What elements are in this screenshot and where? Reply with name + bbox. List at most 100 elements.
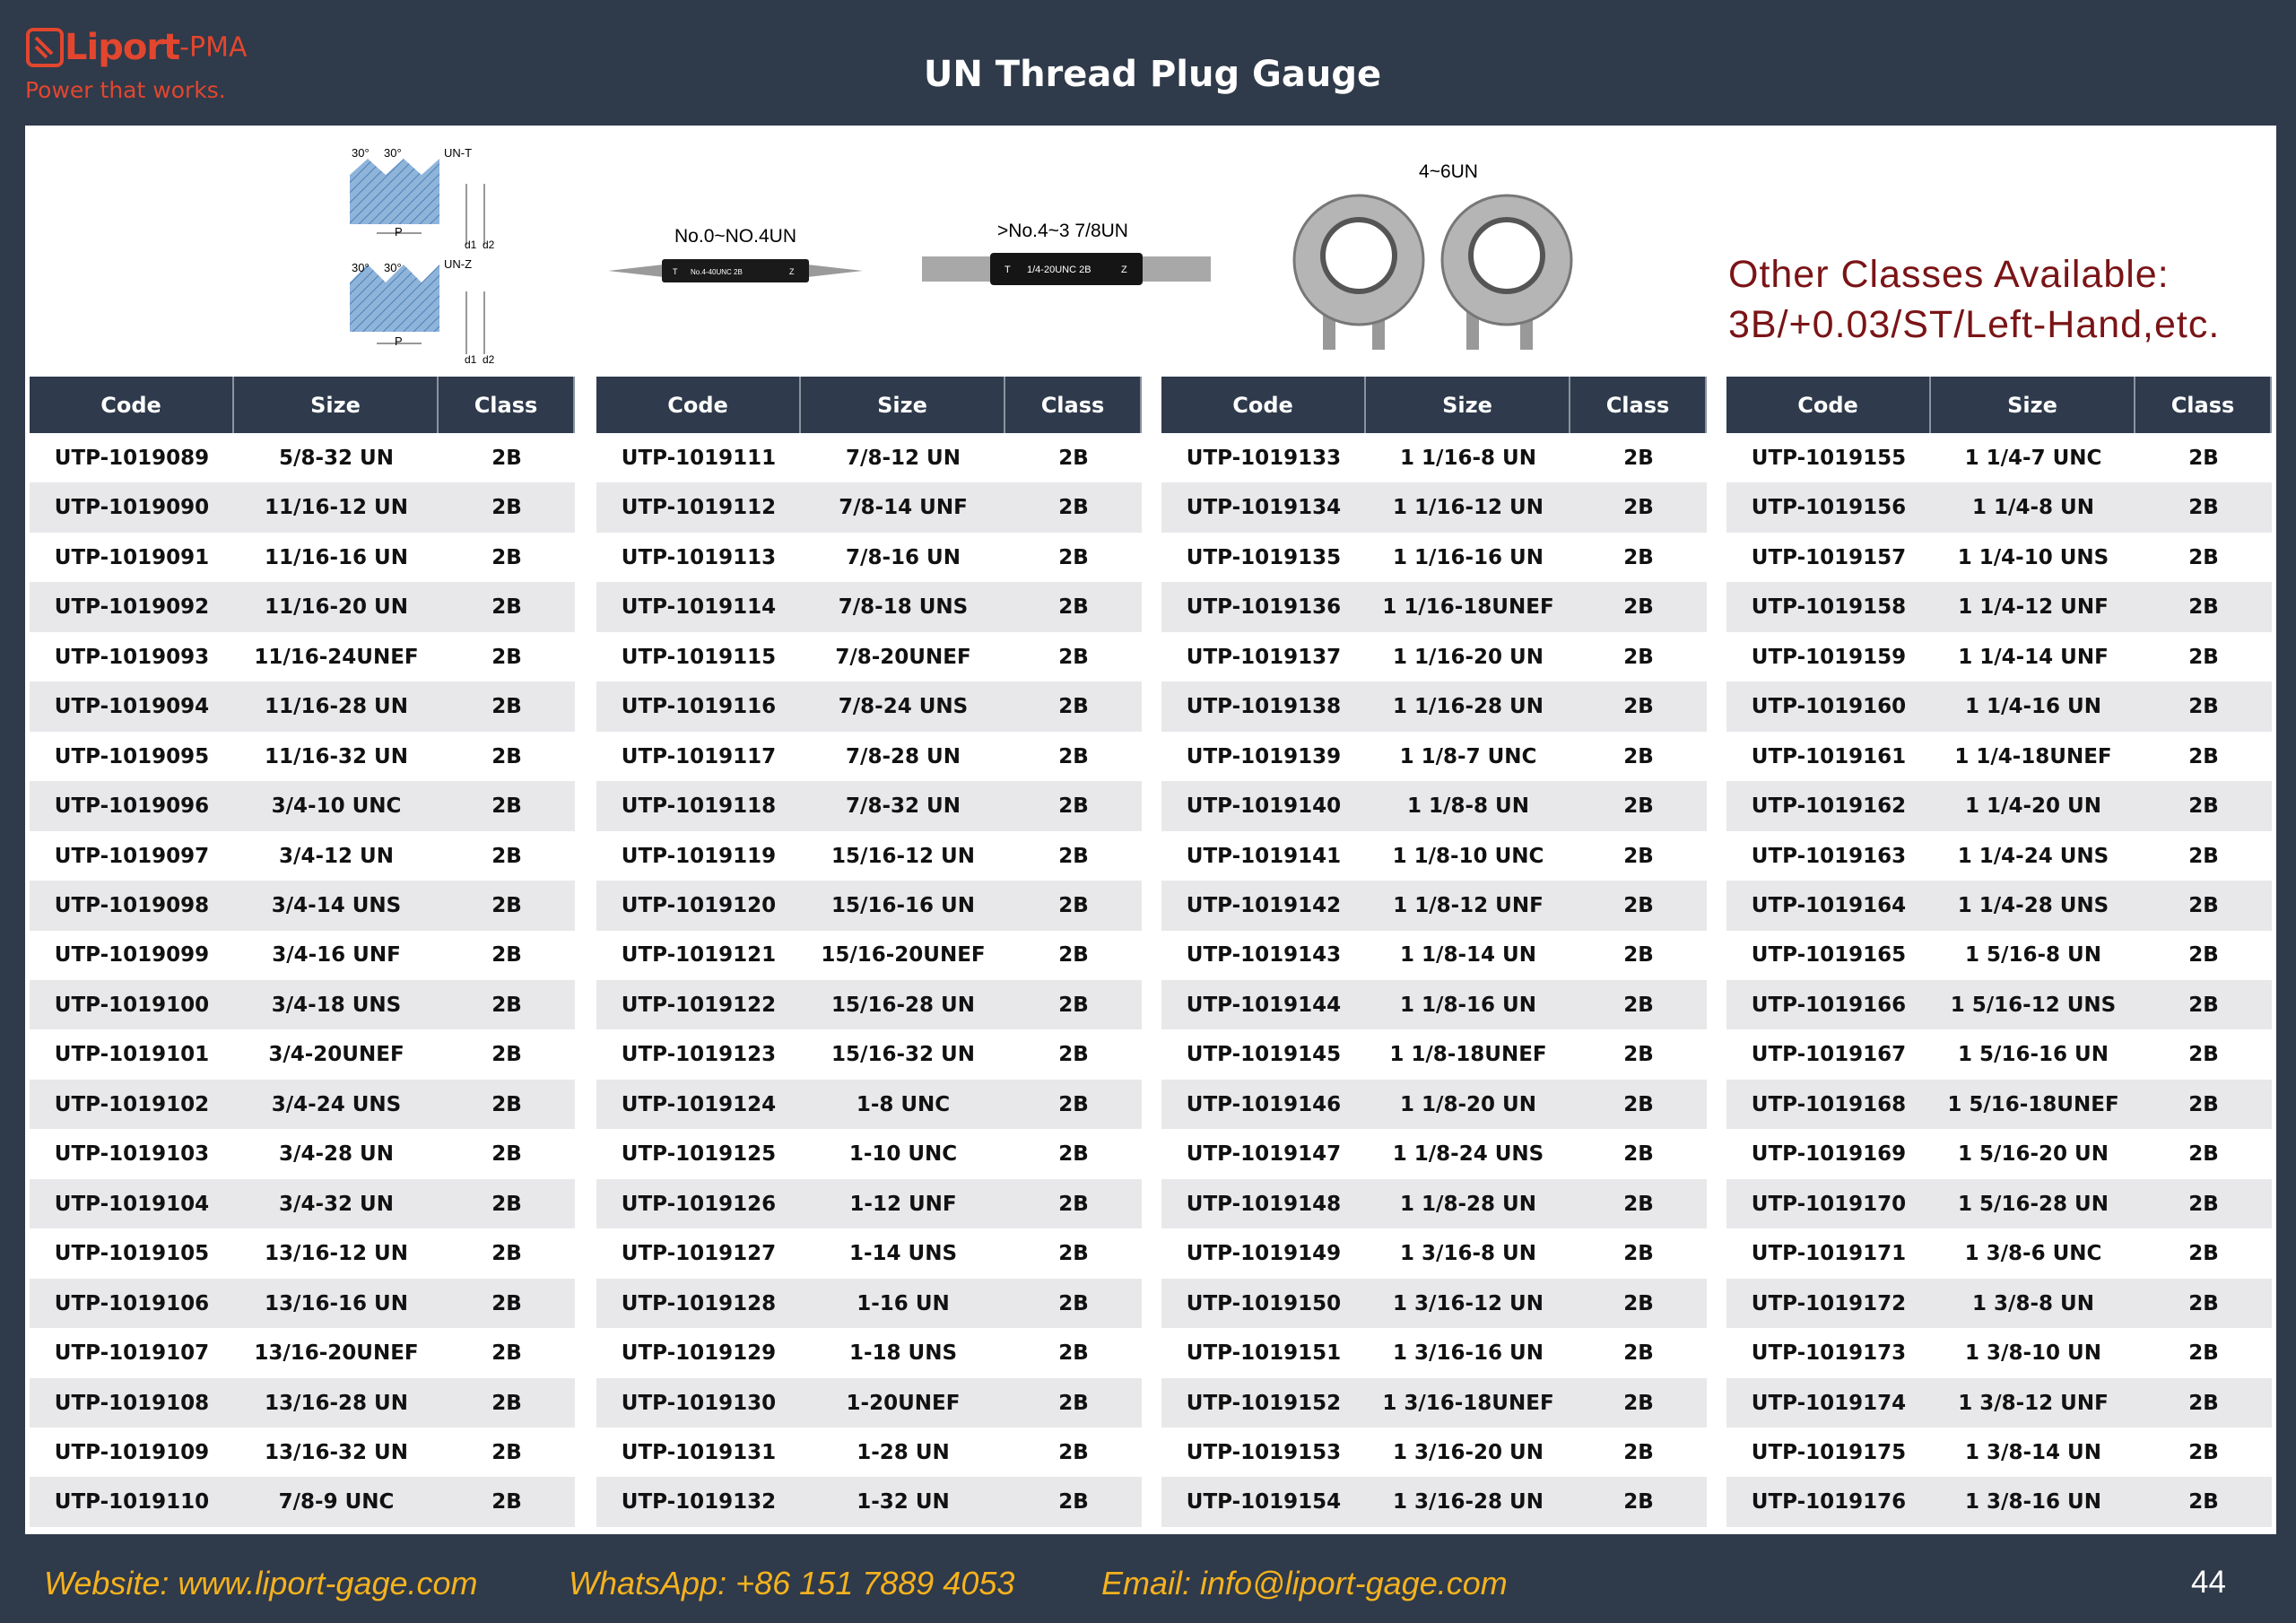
tagline: Power that works.: [25, 77, 226, 103]
table-cell: UTP-1019131: [596, 1428, 801, 1478]
gauge-label: >No.4~3 7/8UN: [997, 221, 1128, 241]
table-cell: 7/8-18 UNS: [801, 582, 1005, 633]
table-cell: UTP-1019122: [596, 979, 801, 1030]
table-cell: UTP-1019167: [1726, 1029, 1931, 1081]
table-cell: UTP-1019136: [1161, 582, 1366, 633]
table-cell: 1 3/8-16 UN: [1931, 1477, 2135, 1528]
table-cell: 11/16-24UNEF: [234, 631, 439, 682]
table-cell: 2B: [1005, 1477, 1142, 1528]
angle-label: 30°: [352, 146, 370, 160]
table-cell: 3/4-16 UNF: [234, 930, 439, 981]
thread-profile-diagram: 30° 30° UN-T P d1 d2 30° 30° UN-Z P d1 d…: [350, 146, 495, 366]
angle-label: 30°: [384, 146, 402, 160]
table-cell: 2B: [1570, 433, 1707, 483]
footer-whatsapp: WhatsApp: +86 151 7889 4053: [569, 1565, 1015, 1601]
table-cell: UTP-1019171: [1726, 1228, 1931, 1280]
table-cell: 2B: [1570, 1278, 1707, 1329]
table-cell: UTP-1019173: [1726, 1328, 1931, 1379]
table-cell: 2B: [1570, 881, 1707, 931]
table-cell: 3/4-32 UN: [234, 1178, 439, 1229]
table-cell: 1 1/4-14 UNF: [1931, 631, 2135, 682]
table-cell: 2B: [1570, 631, 1707, 682]
table-cell: 2B: [2135, 1228, 2272, 1280]
table-header-cell: Size: [801, 377, 1005, 433]
table-cell: 2B: [1005, 881, 1142, 931]
table-cell: UTP-1019157: [1726, 532, 1931, 583]
table-cell: UTP-1019129: [596, 1328, 801, 1379]
table-cell: 2B: [1005, 582, 1142, 633]
table-cell: 1 1/8-14 UN: [1366, 930, 1570, 981]
table-cell: 7/8-16 UN: [801, 532, 1005, 583]
table-cell: UTP-1019174: [1726, 1377, 1931, 1428]
table-cell: 2B: [1570, 731, 1707, 782]
table-cell: UTP-1019140: [1161, 781, 1366, 832]
table-cell: 2B: [1005, 1228, 1142, 1280]
table-cell: 2B: [439, 482, 575, 534]
table-cell: 2B: [1005, 631, 1142, 682]
table-cell: UTP-1019130: [596, 1377, 801, 1428]
table-cell: 1 1/4-7 UNC: [1931, 433, 2135, 483]
table-cell: 2B: [1005, 979, 1142, 1030]
table-cell: UTP-1019170: [1726, 1178, 1931, 1229]
table-cell: 15/16-12 UN: [801, 830, 1005, 881]
table-cell: UTP-1019135: [1161, 532, 1366, 583]
table-cell: 2B: [1005, 781, 1142, 832]
table-cell: UTP-1019139: [1161, 731, 1366, 782]
table-cell: 1-18 UNS: [801, 1328, 1005, 1379]
table-cell: UTP-1019098: [30, 881, 234, 931]
pitch-label: P: [395, 225, 403, 239]
table-cell: UTP-1019123: [596, 1029, 801, 1081]
table-cell: UTP-1019166: [1726, 979, 1931, 1030]
gauge-label: No.0~NO.4UN: [674, 226, 796, 247]
table-cell: UTP-1019176: [1726, 1477, 1931, 1528]
table-cell: 2B: [1570, 482, 1707, 534]
table-cell: 2B: [439, 1178, 575, 1229]
table-cell: 2B: [439, 1129, 575, 1180]
table-cell: 3/4-12 UN: [234, 830, 439, 881]
table-cell: UTP-1019168: [1726, 1079, 1931, 1130]
notice-line: Other Classes Available:: [1728, 253, 2170, 296]
table-cell: UTP-1019148: [1161, 1178, 1366, 1229]
table-cell: UTP-1019108: [30, 1377, 234, 1428]
table-cell: 2B: [1005, 482, 1142, 534]
table-cell: UTP-1019119: [596, 830, 801, 881]
table-cell: 1 5/16-18UNEF: [1931, 1079, 2135, 1130]
table-cell: 2B: [1005, 433, 1142, 483]
table-cell: 1 1/8-18UNEF: [1366, 1029, 1570, 1081]
table-cell: 1-12 UNF: [801, 1178, 1005, 1229]
table-cell: 1 1/8-12 UNF: [1366, 881, 1570, 931]
table-cell: 3/4-14 UNS: [234, 881, 439, 931]
gauge-marking: No.4-40UNC 2B: [691, 268, 743, 276]
table-cell: UTP-1019102: [30, 1079, 234, 1130]
table-cell: UTP-1019091: [30, 532, 234, 583]
table-cell: 2B: [1570, 830, 1707, 881]
table-cell: 2B: [439, 681, 575, 733]
table-cell: UTP-1019094: [30, 681, 234, 733]
gauge-marking: Z: [1121, 265, 1127, 275]
medium-gauge: >No.4~3 7/8UN T 1/4-20UNC 2B Z: [922, 221, 1211, 285]
table-cell: 2B: [439, 881, 575, 931]
table-header-cell: Size: [1366, 377, 1570, 433]
table-cell: 1 3/16-8 UN: [1366, 1228, 1570, 1280]
table-cell: 1 1/4-16 UN: [1931, 681, 2135, 733]
table-cell: 2B: [1570, 1228, 1707, 1280]
table-cell: 1 3/16-12 UN: [1366, 1278, 1570, 1329]
table-cell: 7/8-20UNEF: [801, 631, 1005, 682]
page-number: 44: [2191, 1565, 2226, 1600]
table-cell: 1 3/8-12 UNF: [1931, 1377, 2135, 1428]
table-cell: 7/8-24 UNS: [801, 681, 1005, 733]
table-cell: 1 1/8-10 UNC: [1366, 830, 1570, 881]
table-cell: 7/8-14 UNF: [801, 482, 1005, 534]
table-cell: 2B: [2135, 1129, 2272, 1180]
table-cell: UTP-1019125: [596, 1129, 801, 1180]
table-cell: 2B: [439, 1328, 575, 1379]
table-cell: 1 1/16-28 UN: [1366, 681, 1570, 733]
table-cell: 2B: [2135, 1029, 2272, 1081]
table-header-cell: Class: [439, 377, 575, 433]
table-cell: UTP-1019151: [1161, 1328, 1366, 1379]
gauge-label: 4~6UN: [1419, 161, 1478, 182]
table-cell: UTP-1019104: [30, 1178, 234, 1229]
table-cell: 2B: [1570, 1377, 1707, 1428]
table-cell: 2B: [1570, 681, 1707, 733]
